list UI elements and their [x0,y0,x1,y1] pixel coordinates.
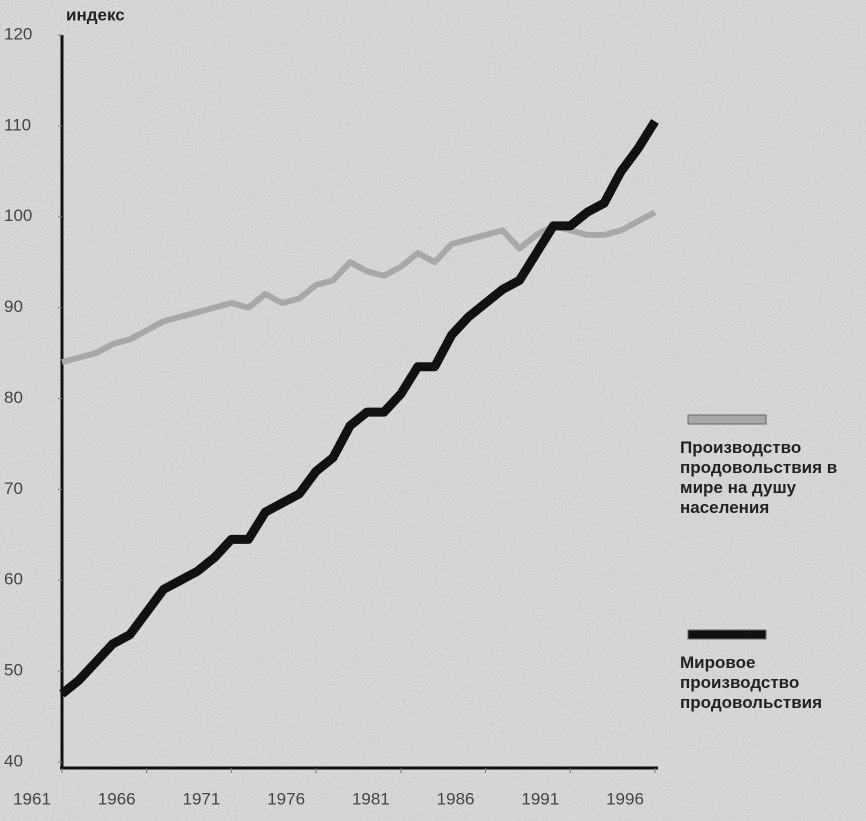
y-tick-label: 120 [4,24,32,43]
x-tick-label: 1966 [98,789,136,808]
y-tick-label: 110 [4,115,31,134]
y-tick-label: 40 [4,751,23,770]
series-line [59,118,659,698]
y-tick-label: 100 [4,206,32,225]
y-tick-label: 70 [4,479,23,498]
x-tick-label: 1991 [521,789,559,808]
y-tick-label: 60 [4,570,23,589]
x-tick-label: 1996 [606,789,644,808]
legend-label: Мировое производство продовольствия [680,653,823,712]
legend-label: Производство продовольствия в мире на ду… [680,438,838,517]
x-tick-label: 1981 [352,789,390,808]
x-tick-label: 1986 [437,789,475,808]
legend-swatch [687,414,767,425]
legend-swatch [687,629,767,640]
x-tick-label: 1971 [183,789,221,808]
x-tick-label: 1961 [13,789,51,808]
y-tick-label: 90 [4,297,23,316]
y-tick-label: 50 [4,661,23,680]
y-axis-label: индекс [66,5,125,24]
y-tick-label: 80 [4,388,23,407]
x-tick-label: 1976 [267,789,305,808]
